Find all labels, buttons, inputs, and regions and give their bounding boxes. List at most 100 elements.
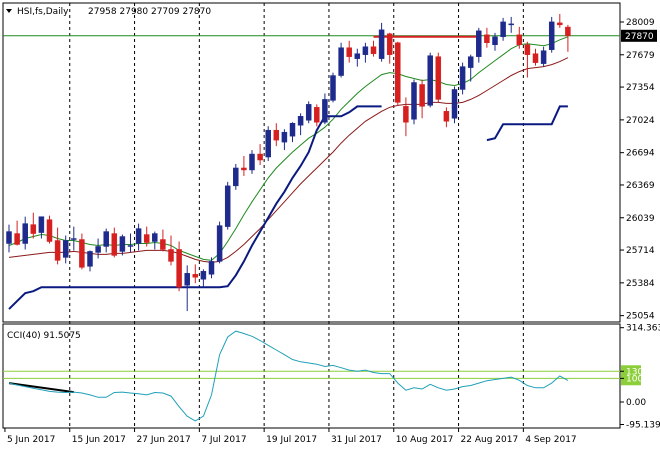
- candle: [160, 229, 166, 252]
- candlesticks: [6, 13, 571, 312]
- candle: [111, 227, 118, 258]
- candle-body: [330, 75, 336, 101]
- candle-body: [305, 104, 312, 121]
- candle: [176, 241, 182, 292]
- candle-body: [338, 47, 344, 76]
- candle: [241, 156, 247, 176]
- candle-body: [95, 246, 101, 253]
- date-tick-label: 27 Jun 2017: [137, 435, 191, 445]
- candle-body: [403, 106, 409, 123]
- candle-body: [241, 167, 247, 171]
- cci-level-tag: [621, 365, 641, 386]
- candle-body: [14, 233, 20, 245]
- candle: [14, 220, 20, 246]
- candle-body: [419, 84, 425, 107]
- price-tick-label: 26694: [626, 149, 655, 159]
- trailing-support-line: [8, 105, 382, 310]
- cci-line: [8, 330, 569, 422]
- candle-body: [152, 233, 158, 242]
- candle-body: [160, 239, 166, 250]
- current-price-tag: [621, 29, 657, 42]
- date-tick-label: 10 Aug 2017: [396, 435, 454, 445]
- candle: [103, 228, 109, 253]
- candle-body: [500, 21, 506, 38]
- candle: [127, 233, 134, 253]
- candle-body: [281, 131, 288, 143]
- price-tick-label: 26369: [626, 181, 655, 191]
- candle-body: [22, 223, 28, 244]
- candle: [143, 226, 150, 247]
- candle: [370, 40, 377, 57]
- candle: [200, 269, 207, 288]
- candle-body: [492, 36, 498, 45]
- candle: [419, 79, 425, 119]
- date-tick-label: 5 Jun 2017: [7, 435, 55, 445]
- candle: [119, 234, 126, 256]
- price-tick-label: 26039: [626, 214, 655, 224]
- candle-body: [30, 224, 37, 234]
- candle-body: [427, 55, 433, 106]
- candle: [524, 41, 531, 78]
- price-tick-label: 25714: [626, 246, 655, 256]
- candle-body: [168, 249, 174, 262]
- candle: [338, 42, 344, 78]
- chart-header: HSI,fs,Daily 27958 27980 27709 27870: [6, 7, 211, 17]
- candle: [395, 41, 401, 106]
- candle: [233, 163, 239, 190]
- candle-body: [540, 50, 547, 64]
- cci-tick-label: 100: [626, 374, 643, 384]
- candle-body: [508, 23, 514, 26]
- candle-body: [127, 245, 134, 247]
- date-tick-label: 22 Aug 2017: [461, 435, 519, 445]
- candle: [322, 93, 328, 125]
- candle-body: [459, 66, 466, 90]
- candle-body: [119, 236, 126, 252]
- candle-body: [249, 153, 255, 171]
- candle: [411, 79, 417, 125]
- symbol-label: HSI,fs,Daily: [17, 7, 69, 17]
- candle: [79, 233, 85, 270]
- candle: [249, 150, 255, 174]
- candle: [135, 223, 142, 251]
- candle: [297, 113, 304, 136]
- candle: [54, 227, 61, 265]
- price-tick-label: 28009: [626, 18, 655, 28]
- candle-body: [208, 261, 215, 275]
- candle-body: [79, 239, 85, 268]
- candle-body: [224, 185, 231, 227]
- candle-body: [273, 129, 280, 141]
- dropdown-arrow-icon[interactable]: [6, 9, 12, 13]
- candle-body: [192, 274, 199, 278]
- date-tick-label: 7 Jul 2017: [201, 435, 246, 445]
- price-grid: [2, 2, 621, 428]
- ohlc-label: 27958 27980 27709 27870: [88, 7, 211, 17]
- candle-body: [476, 30, 482, 57]
- candle-body: [516, 34, 523, 45]
- candle-body: [395, 42, 401, 103]
- candle-body: [62, 240, 69, 258]
- candle: [281, 129, 288, 151]
- candle-body: [484, 34, 490, 44]
- candle: [305, 101, 312, 124]
- trailing-support-line-late: [486, 105, 568, 142]
- cci-panel: [2, 323, 621, 429]
- candle-body: [143, 234, 150, 243]
- candle-body: [135, 228, 142, 244]
- cci-tick-label: -95.1391: [626, 420, 660, 430]
- candle: [273, 123, 280, 147]
- candle: [378, 22, 385, 62]
- candle: [354, 48, 361, 67]
- candle-body: [54, 240, 61, 261]
- candle-body: [386, 33, 393, 55]
- candle: [216, 221, 223, 264]
- candle-body: [451, 89, 458, 119]
- candle-body: [71, 238, 77, 240]
- candle-body: [557, 22, 563, 26]
- candle: [168, 235, 174, 266]
- candle: [451, 86, 458, 124]
- candle-body: [87, 251, 93, 267]
- cci-tick-label: 0.00: [626, 398, 646, 408]
- price-tick-label: 25054: [626, 312, 655, 322]
- candle: [95, 238, 101, 259]
